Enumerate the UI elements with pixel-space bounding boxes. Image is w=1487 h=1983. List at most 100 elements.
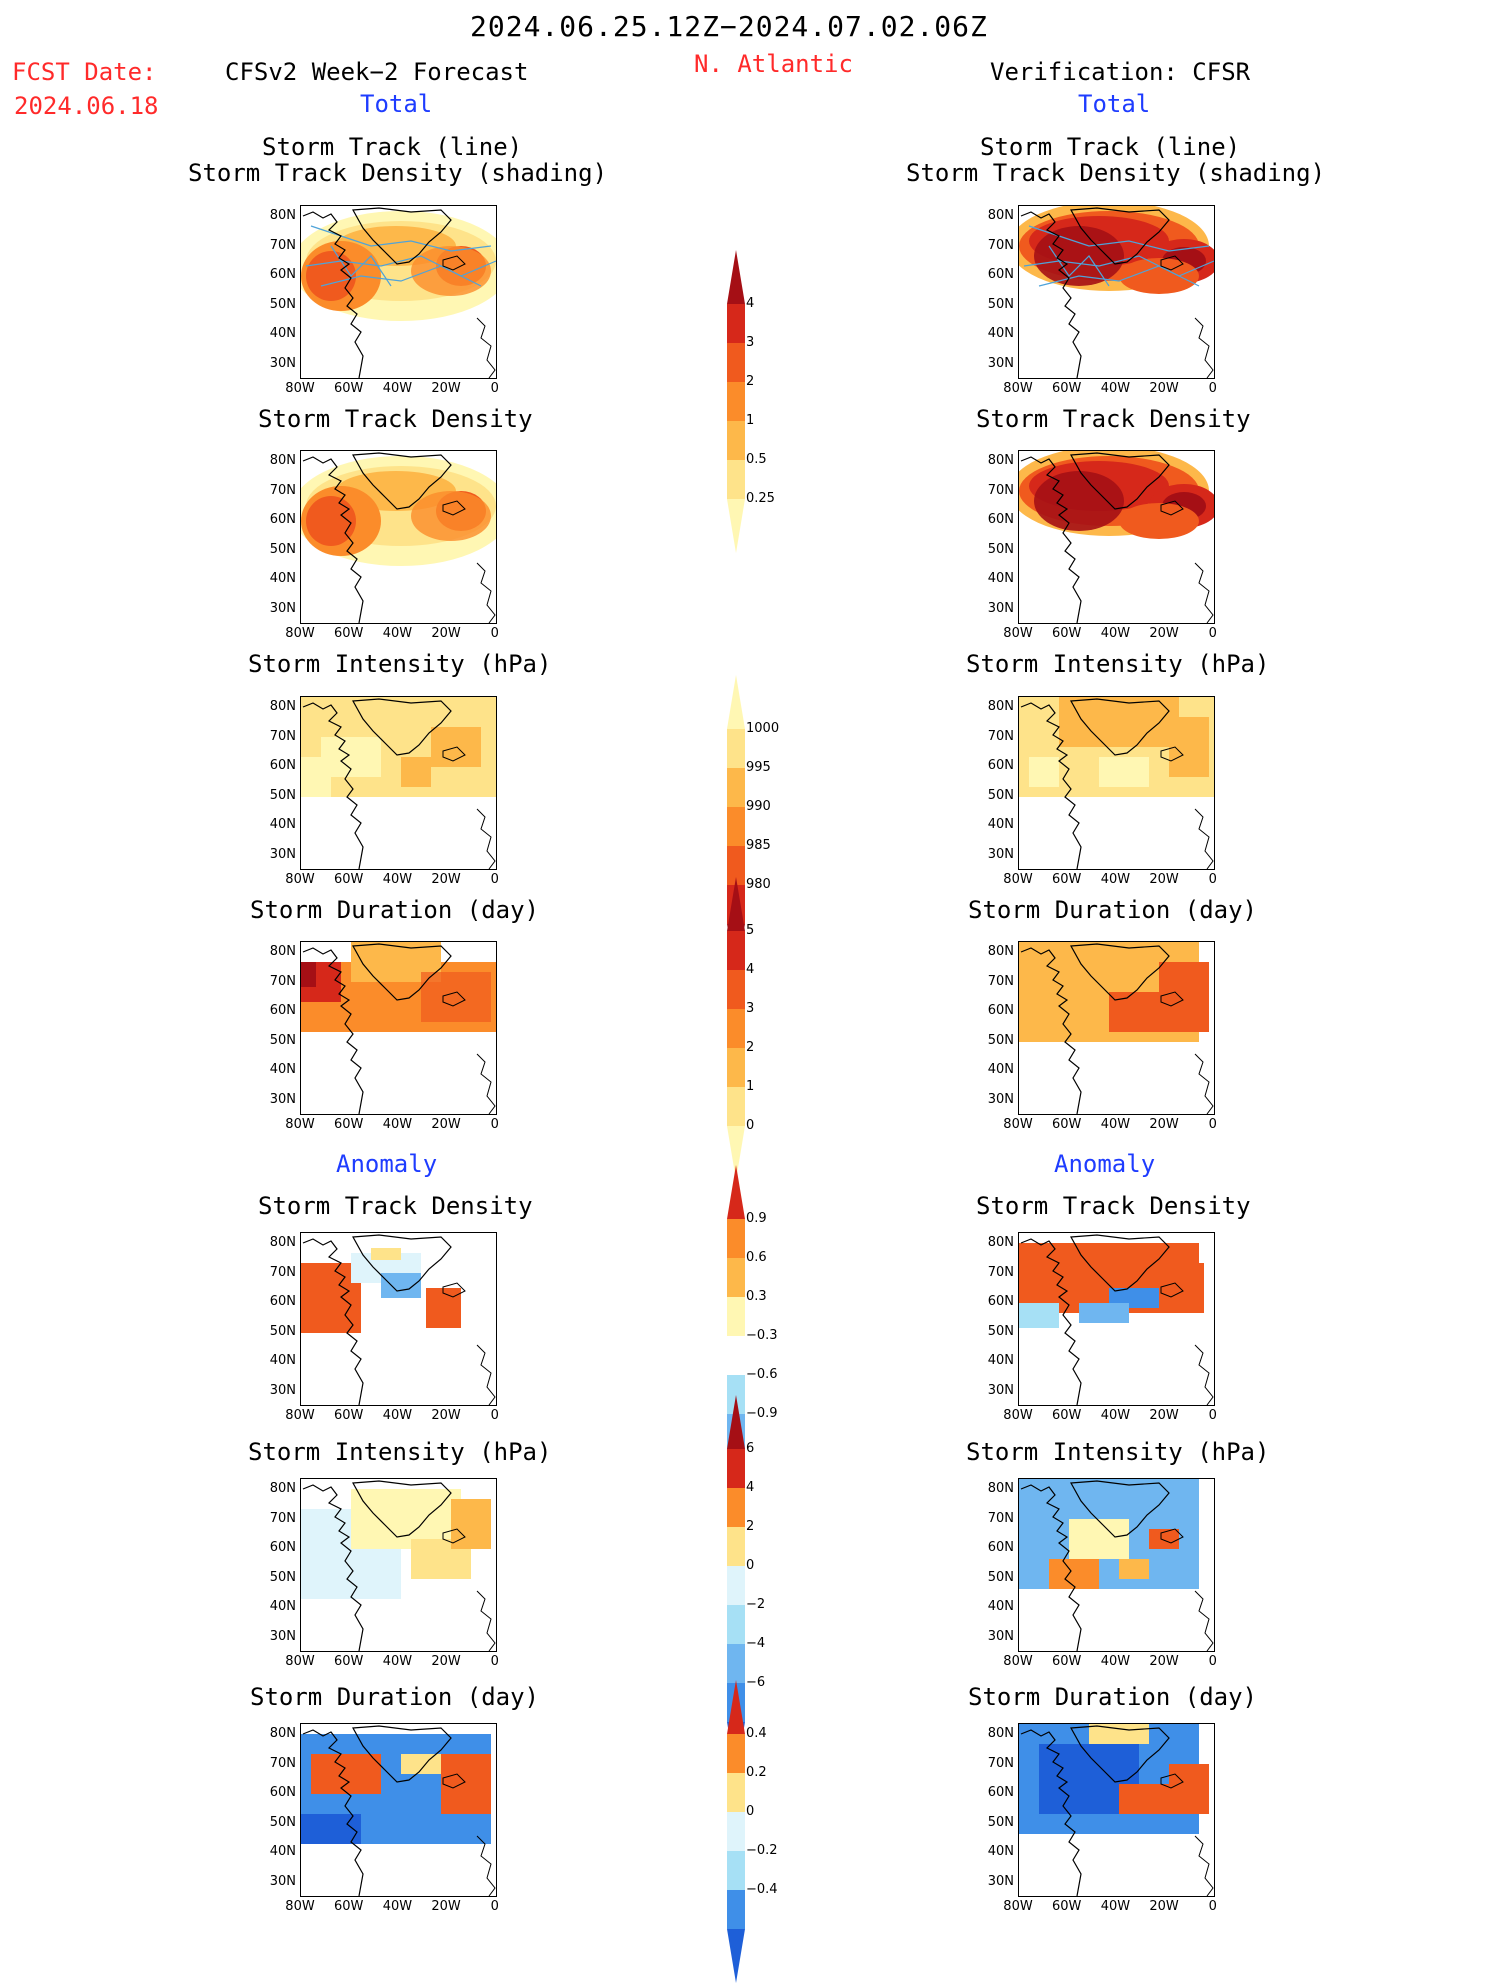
lat-tick-label: 80N xyxy=(269,699,296,714)
colorbar-segment xyxy=(727,1734,745,1773)
lon-tick-label: 40W xyxy=(382,1117,413,1132)
colorbar-segment xyxy=(727,1126,745,1180)
colorbar-tick-label: 980 xyxy=(746,877,771,892)
colorbar-segment xyxy=(727,970,745,1009)
colorbar-tick-label: 2 xyxy=(746,1040,755,1055)
lat-tick-label: 80N xyxy=(269,1726,296,1741)
colorbar-segment xyxy=(727,250,745,304)
europe-coastline xyxy=(476,1590,496,1651)
date-range: 2024.06.25.12Z−2024.07.02.06Z xyxy=(470,10,988,43)
title-intensity-right: Storm Intensity (hPa) xyxy=(966,650,1270,678)
lon-tick-label: 60W xyxy=(1051,626,1082,641)
lon-tick-label: 0 xyxy=(490,381,499,396)
lat-tick-label: 30N xyxy=(987,600,1014,616)
colorbar-tick-label: 0.9 xyxy=(746,1211,767,1226)
iceland-outline xyxy=(1160,255,1184,271)
coastline xyxy=(1020,702,1082,869)
lat-tick-label: 70N xyxy=(269,1264,296,1280)
colorbar-tick-label: 0.2 xyxy=(746,1765,767,1780)
lat-tick-label: 50N xyxy=(987,1814,1014,1830)
colorbar-tick-label: 985 xyxy=(746,838,771,853)
colorbar-segment xyxy=(727,343,745,382)
colorbar-segment xyxy=(727,1258,745,1297)
lat-tick-label: 50N xyxy=(987,787,1014,803)
title-anom-intensity-left: Storm Intensity (hPa) xyxy=(248,1438,552,1466)
lat-tick-label: 50N xyxy=(269,541,296,557)
lat-tick-label: 50N xyxy=(987,1569,1014,1585)
colorbar-segment xyxy=(727,1773,745,1812)
coastline xyxy=(1020,1484,1082,1651)
colorbar-segment xyxy=(727,877,745,931)
lon-tick-label: 0 xyxy=(1208,872,1217,887)
lon-tick-label: 80W xyxy=(1003,381,1033,396)
coastline xyxy=(302,1729,364,1896)
iceland-outline xyxy=(1160,1282,1184,1298)
lat-tick-label: 30N xyxy=(987,1091,1014,1107)
colorbar-segment xyxy=(727,807,745,846)
colorbar-tick-label: 0.3 xyxy=(746,1289,767,1304)
lat-tick-label: 60N xyxy=(987,758,1014,773)
lat-tick-label: 70N xyxy=(987,1264,1014,1280)
coastline xyxy=(302,947,364,1114)
lat-tick-label: 60N xyxy=(269,758,296,773)
lon-tick-label: 40W xyxy=(382,381,413,396)
lon-tick-label: 80W xyxy=(285,1899,315,1914)
lon-tick-label: 60W xyxy=(1051,872,1082,887)
greenland-outline xyxy=(352,1234,452,1292)
title-anom-density-left: Storm Track Density xyxy=(258,1192,533,1220)
colorbar-tick-label: −0.3 xyxy=(746,1328,778,1343)
europe-coastline xyxy=(476,1344,496,1405)
lat-tick-label: 60N xyxy=(269,1785,296,1800)
iceland-outline xyxy=(442,500,466,516)
lat-tick-label: 30N xyxy=(987,355,1014,371)
lat-tick-label: 60N xyxy=(269,512,296,527)
colorbar-tick-label: 0.5 xyxy=(746,452,767,467)
lon-tick-label: 40W xyxy=(382,1899,413,1914)
lat-tick-label: 30N xyxy=(269,1873,296,1889)
storm-track-line xyxy=(1028,225,1210,252)
lat-tick-label: 80N xyxy=(987,1235,1014,1250)
anom-intensity-map-right xyxy=(1018,1478,1215,1652)
colorbar-tick-label: 0.6 xyxy=(746,1250,767,1265)
europe-coastline xyxy=(476,562,496,623)
lon-tick-label: 60W xyxy=(333,1408,364,1423)
lon-tick-label: 80W xyxy=(1003,1408,1033,1423)
duration-map-left xyxy=(300,941,497,1115)
lat-tick-label: 80N xyxy=(269,208,296,223)
greenland-outline xyxy=(1070,1480,1170,1538)
lat-tick-label: 30N xyxy=(987,1382,1014,1398)
colorbar-segment xyxy=(727,1605,745,1644)
colorbar-segment xyxy=(727,846,745,885)
anom-density-map-right xyxy=(1018,1232,1215,1406)
lon-tick-label: 0 xyxy=(1208,1899,1217,1914)
colorbar-tick-label: 4 xyxy=(746,962,755,977)
iceland-outline xyxy=(442,991,466,1007)
europe-coastline xyxy=(1194,1344,1214,1405)
lon-tick-label: 60W xyxy=(333,1899,364,1914)
lat-tick-label: 40N xyxy=(269,1844,296,1859)
lat-tick-label: 40N xyxy=(987,326,1014,341)
anom-duration-map-left xyxy=(300,1723,497,1897)
colorbar-segment xyxy=(727,1890,745,1929)
lat-tick-label: 60N xyxy=(269,1294,296,1309)
greenland-outline xyxy=(1070,1725,1170,1783)
lat-tick-label: 70N xyxy=(269,237,296,253)
lon-tick-label: 0 xyxy=(490,1117,499,1132)
intensity-map-left xyxy=(300,696,497,870)
colorbar-tick-label: −6 xyxy=(746,1675,766,1690)
lat-tick-label: 60N xyxy=(269,267,296,282)
lon-tick-label: 80W xyxy=(285,381,315,396)
title-track-shading-left: Storm Track Density (shading) xyxy=(188,159,608,187)
title-anom-intensity-right: Storm Intensity (hPa) xyxy=(966,1438,1270,1466)
europe-coastline xyxy=(476,1835,496,1896)
lon-tick-label: 20W xyxy=(1149,1117,1179,1132)
lat-tick-label: 70N xyxy=(987,237,1014,253)
fcst-date: 2024.06.18 xyxy=(14,92,159,120)
lat-tick-label: 60N xyxy=(987,267,1014,282)
lon-tick-label: 0 xyxy=(1208,381,1217,396)
lat-tick-label: 50N xyxy=(987,296,1014,312)
coastline xyxy=(1020,1238,1082,1405)
lon-tick-label: 20W xyxy=(1149,626,1179,641)
lat-tick-label: 60N xyxy=(987,1003,1014,1018)
lat-tick-label: 70N xyxy=(987,1510,1014,1526)
